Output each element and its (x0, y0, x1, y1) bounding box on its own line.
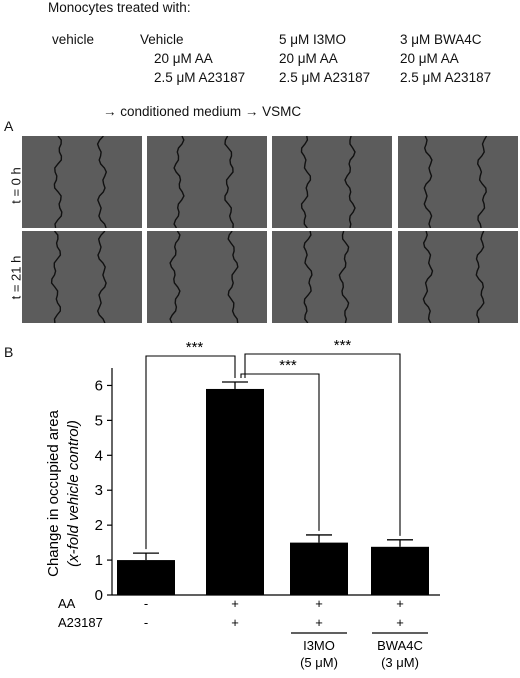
wound-edge-line (173, 136, 185, 228)
wound-edge-lines (169, 231, 239, 323)
row-mark: + (396, 596, 404, 611)
treatment-line: 20 μM AA (400, 51, 459, 66)
bar-chart: 0 1 2 3 4 5 6 Change in occupied area (x-fold ve… (45, 340, 440, 670)
significance-label: *** (279, 357, 297, 374)
header-title: Monocytes treated with: (48, 0, 191, 15)
wound-edge-line (476, 136, 488, 228)
wound-edge-line (96, 136, 108, 228)
wound-image-t0-aa (147, 136, 267, 228)
treatment-line: 5 μM I3MO (279, 32, 347, 47)
bar (206, 388, 264, 595)
treatment-line: 20 μM AA (279, 51, 338, 66)
treatment-line: Vehicle (140, 32, 184, 47)
bar (290, 542, 348, 595)
wound-image-t0-bwa4c (398, 136, 518, 228)
wound-edge-line (423, 136, 433, 228)
wound-edge-lines (300, 136, 356, 228)
wound-edge-line (227, 231, 239, 323)
row-label: A23187 (58, 615, 103, 630)
wound-edge-line (96, 231, 107, 323)
treatment-group-bwa4c: 3 μM BWA4C 20 μM AA 2.5 μM A23187 (400, 30, 491, 87)
wound-image-t0-vehicle (22, 136, 142, 228)
y-tick-label: 3 (95, 482, 103, 499)
significance-label: *** (334, 340, 352, 354)
wound-edge-lines (173, 136, 234, 228)
wound-edge-line (50, 231, 62, 323)
row-mark: + (315, 615, 323, 630)
panel-b-label: B (4, 344, 14, 360)
wound-image-t21-vehicle (22, 231, 142, 323)
treatment-group-vehicle: vehicle (52, 30, 94, 49)
wound-edge-lines (422, 231, 485, 323)
y-tick-label: 0 (95, 587, 103, 604)
panel-a-label: A (4, 118, 14, 134)
row-mark: + (396, 615, 404, 630)
wound-edge-line (224, 136, 234, 228)
significance-label: *** (186, 340, 204, 356)
row-mark: + (231, 615, 239, 630)
row-label: AA (58, 596, 76, 611)
wound-edge-line (344, 136, 356, 228)
significance-bracket (240, 373, 320, 531)
treatment-line: 20 μM AA (154, 51, 213, 66)
inhibitor-name: BWA4C (377, 638, 423, 653)
treatment-line: 2.5 μM A23187 (400, 70, 492, 85)
inhibitor-name: I3MO (303, 638, 335, 653)
wound-image-t0-i3mo (272, 136, 392, 228)
y-tick-label: 5 (95, 412, 103, 429)
significance-bracket (145, 355, 236, 550)
wound-edge-line (300, 136, 312, 228)
flow-text: → conditioned medium → VSMC (103, 104, 302, 119)
wound-edge-line (303, 231, 313, 323)
wound-image-t21-bwa4c (398, 231, 518, 323)
wound-edge-line (169, 231, 181, 323)
significance-bracket (244, 353, 401, 536)
y-axis-subtitle: (x-fold vehicle control) (65, 420, 82, 567)
y-tick-label: 1 (95, 552, 103, 569)
treatment-group-i3mo: 5 μM I3MO 20 μM AA 2.5 μM A23187 (279, 30, 370, 87)
wound-edge-lines (303, 231, 350, 323)
row-mark: + (315, 596, 323, 611)
y-tick-label: 2 (95, 517, 103, 534)
y-axis-title: Change in occupied area (45, 409, 62, 576)
row-mark: - (144, 596, 148, 611)
inhibitor-dose: (3 μM) (381, 655, 419, 670)
wound-image-t21-i3mo (272, 231, 392, 323)
inhibitor-dose: (5 μM) (300, 655, 338, 670)
treatment-line: vehicle (52, 32, 95, 47)
wound-edge-line (338, 231, 350, 323)
wound-edge-lines (53, 136, 108, 228)
bar (371, 546, 429, 595)
treatment-line: 2.5 μM A23187 (279, 70, 371, 85)
treatment-line: 2.5 μM A23187 (154, 70, 246, 85)
wound-edge-line (53, 136, 63, 228)
wound-edge-lines (423, 136, 488, 228)
treatment-line: 3 μM BWA4C (400, 32, 482, 47)
row-mark: - (144, 615, 148, 630)
treatment-group-aa: Vehicle 20 μM AA 2.5 μM A23187 (140, 30, 245, 87)
row-mark: + (231, 596, 239, 611)
wound-edge-lines (50, 231, 107, 323)
bar (117, 560, 175, 595)
wound-edge-line (422, 231, 434, 323)
wound-edge-line (475, 231, 485, 323)
wound-image-t21-aa (147, 231, 267, 323)
y-tick-label: 4 (95, 447, 103, 464)
y-tick-label: 6 (95, 377, 103, 394)
